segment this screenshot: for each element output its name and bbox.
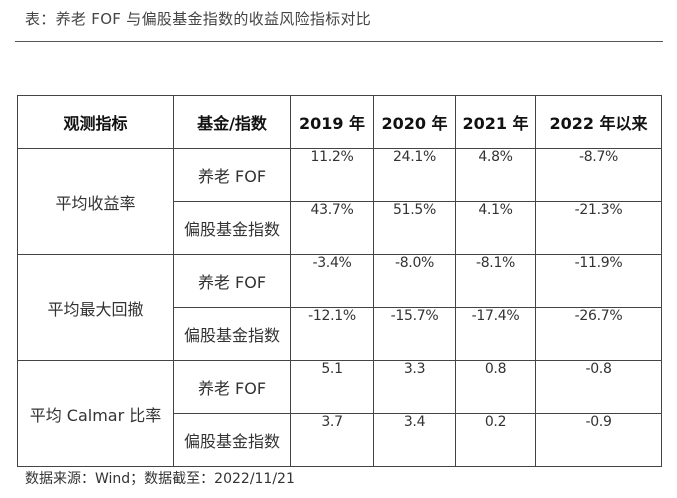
subject-cell: 养老 FOF: [173, 254, 291, 308]
data-source-note: 数据来源：Wind；数据截至：2022/11/21: [25, 471, 295, 487]
metric-cell: 平均 Calmar 比率: [17, 360, 174, 467]
value-cell: 43.7%: [290, 201, 374, 255]
table-row: 偏股基金指数 43.7% 51.5% 4.1% -21.3%: [18, 201, 662, 255]
header-subject: 基金/指数: [173, 95, 291, 149]
metric-cell: 平均最大回撤: [17, 254, 174, 361]
value-cell: -8.7%: [535, 148, 662, 202]
header-2019: 2019 年: [290, 95, 374, 149]
header-2022-ytd: 2022 年以来: [535, 95, 662, 149]
comparison-table: 观测指标 基金/指数 2019 年 2020 年 2021 年 2022 年以来…: [17, 95, 662, 467]
value-cell: -21.3%: [535, 201, 662, 255]
table-caption: 表：养老 FOF 与偏股基金指数的收益风险指标对比: [25, 10, 372, 28]
value-cell: 0.2: [455, 413, 536, 467]
subject-cell: 偏股基金指数: [173, 307, 291, 361]
table-row: 偏股基金指数 3.7 3.4 0.2 -0.9: [18, 413, 662, 467]
table-row: 偏股基金指数 -12.1% -15.7% -17.4% -26.7%: [18, 307, 662, 361]
value-cell: -11.9%: [535, 254, 662, 308]
value-cell: -12.1%: [290, 307, 374, 361]
value-cell: -0.9: [535, 413, 662, 467]
subject-cell: 偏股基金指数: [173, 413, 291, 467]
value-cell: -0.8: [535, 360, 662, 414]
value-cell: 51.5%: [373, 201, 456, 255]
value-cell: 24.1%: [373, 148, 456, 202]
subject-cell: 养老 FOF: [173, 148, 291, 202]
value-cell: -26.7%: [535, 307, 662, 361]
table-row: 平均最大回撤 养老 FOF -3.4% -8.0% -8.1% -11.9%: [17, 254, 662, 361]
subject-cell: 偏股基金指数: [173, 201, 291, 255]
value-cell: 4.1%: [455, 201, 536, 255]
header-2020: 2020 年: [373, 95, 456, 149]
value-cell: 3.4: [373, 413, 456, 467]
value-cell: 4.8%: [455, 148, 536, 202]
value-cell: -17.4%: [455, 307, 536, 361]
value-cell: -8.0%: [373, 254, 456, 308]
value-cell: -8.1%: [455, 254, 536, 308]
value-cell: -15.7%: [373, 307, 456, 361]
value-cell: 3.3: [373, 360, 456, 414]
table-row: 平均 Calmar 比率 养老 FOF 5.1 3.3 0.8 -0.8: [17, 360, 662, 467]
subject-cell: 养老 FOF: [173, 360, 291, 414]
header-2021: 2021 年: [455, 95, 536, 149]
table-row: 平均收益率 养老 FOF 11.2% 24.1% 4.8% -8.7%: [17, 148, 662, 255]
value-cell: 0.8: [455, 360, 536, 414]
value-cell: 3.7: [290, 413, 374, 467]
caption-divider: [15, 41, 663, 42]
value-cell: 11.2%: [290, 148, 374, 202]
value-cell: 5.1: [290, 360, 374, 414]
value-cell: -3.4%: [290, 254, 374, 308]
header-metric: 观测指标: [17, 95, 174, 149]
table-header-row: 观测指标 基金/指数 2019 年 2020 年 2021 年 2022 年以来: [17, 95, 662, 149]
metric-cell: 平均收益率: [17, 148, 174, 255]
